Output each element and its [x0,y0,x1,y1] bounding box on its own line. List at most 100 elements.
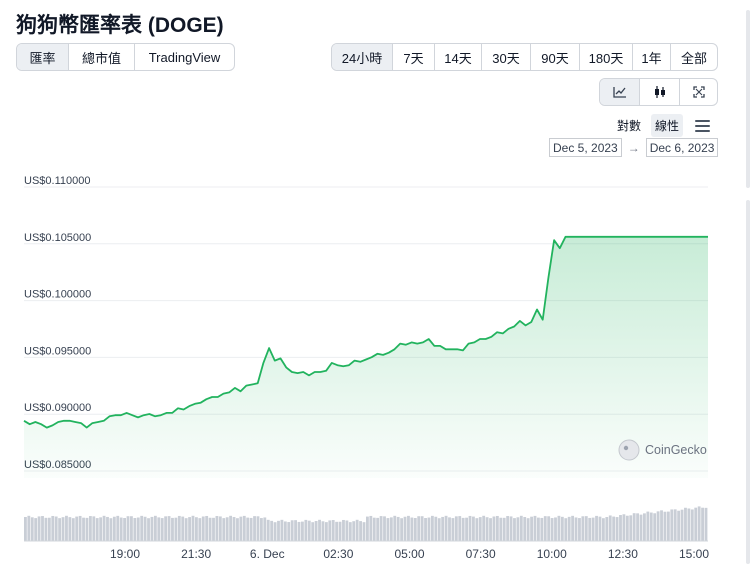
volume-bar [677,510,681,541]
volume-bar [704,507,708,541]
volume-bar [297,521,301,541]
x-tick-label: 05:00 [394,547,424,561]
volume-bar [478,517,482,541]
volume-bar [75,516,79,541]
volume-bar [236,518,239,541]
x-tick-label: 21:30 [181,547,211,561]
range-1y[interactable]: 1年 [633,44,671,70]
volume-bar [581,516,585,541]
tab-tradingview[interactable]: TradingView [148,49,221,65]
volume-bar [673,509,677,541]
volume-bar [304,519,308,541]
volume-bar [201,516,205,541]
volume-bar [567,516,571,541]
volume-bar [263,517,267,541]
range-all[interactable]: 全部 [680,50,707,66]
volume-bar [188,517,191,541]
tab-market-cap[interactable]: 總市值 [69,44,135,70]
volume-bar [259,518,263,541]
y-tick-label: US$0.105000 [24,232,91,244]
volume-bar [95,518,99,541]
volume-bar [383,516,386,541]
volume-bar [444,515,448,541]
tab-price[interactable]: 匯率 [17,44,69,70]
volume-bar [140,515,144,541]
volume-bar [557,515,561,541]
volume-bar [701,507,704,541]
range-14d[interactable]: 14天 [435,44,482,70]
volume-bar [400,518,404,541]
volume-bar [526,518,530,541]
range-30d[interactable]: 30天 [482,44,531,70]
volume-bar [65,515,68,541]
candlestick-icon[interactable] [640,79,680,105]
volume-bar [386,518,390,541]
volume-bar [684,507,687,541]
volume-bar [184,518,188,541]
volume-bar [177,515,181,541]
x-tick-label: 15:00 [679,547,709,561]
volume-bar [502,517,506,541]
scale-linear[interactable]: 線性 [650,114,683,137]
volume-bar [639,514,643,541]
view-tabs: 匯率 總市值 TradingView [16,43,235,71]
volume-bar [670,509,674,541]
volume-bar [389,517,393,541]
volume-bar [506,516,510,541]
volume-bar [595,515,598,541]
volume-bar [410,517,414,541]
volume-bar [78,515,82,541]
range-7d[interactable]: 7天 [393,44,435,70]
volume-bar [143,516,147,541]
volume-bar [407,515,410,541]
date-from-field[interactable]: Dec 5, 2023 [549,138,622,157]
volume-bar [554,517,557,541]
scrollbar-lower[interactable] [746,200,750,564]
volume-bar [680,509,684,541]
volume-bar [130,516,133,541]
volume-bar [366,516,369,541]
volume-bar [88,516,92,541]
volume-bar [126,516,130,541]
volume-bar [273,522,277,541]
menu-icon[interactable] [695,119,710,132]
volume-bar [106,516,109,541]
scrollbar-upper[interactable] [746,10,750,188]
volume-bar [41,516,44,541]
scale-log[interactable]: 對數 [616,119,641,133]
volume-bar [663,511,667,541]
x-tick-label: 02:30 [323,547,353,561]
volume-bar [687,508,691,541]
volume-bar [574,517,578,541]
volume-bar [256,516,260,541]
date-to-field[interactable]: Dec 6, 2023 [645,138,719,157]
volume-bar [171,517,174,541]
volume-bar [430,515,434,541]
volume-bar [133,518,137,541]
range-180d[interactable]: 180天 [580,44,633,70]
volume-bar [153,515,157,541]
volume-bar [195,517,198,541]
volume-bar [61,517,65,541]
expand-icon[interactable] [680,79,717,105]
line-chart-icon[interactable] [600,79,640,105]
volume-bar [119,517,123,541]
volume-bar [44,517,48,541]
volume-bar [318,519,321,541]
volume-bar [571,515,575,541]
volume-bar [290,520,294,541]
volume-bar [458,516,462,541]
volume-bar [605,517,609,541]
chart-type-toggle [599,78,718,106]
volume-bar [280,519,284,541]
volume-bar [71,518,75,541]
range-24h[interactable]: 24小時 [332,44,393,70]
volume-bar [560,516,564,541]
volume-bar [516,517,520,541]
volume-bar [157,517,161,541]
volume-bars [24,506,708,541]
range-90d[interactable]: 90天 [531,44,580,70]
price-area [24,236,708,478]
volume-bar [437,518,441,541]
